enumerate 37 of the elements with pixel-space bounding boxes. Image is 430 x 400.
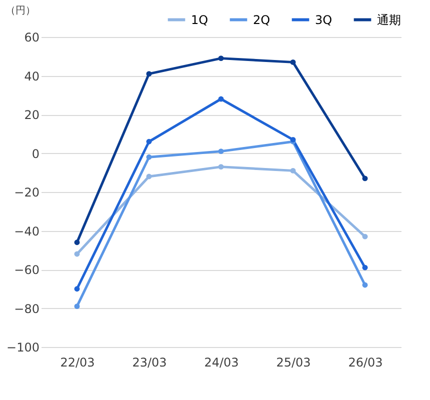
point (146, 174, 152, 180)
y-axis-title: （円） (6, 6, 36, 16)
legend-label: 1Q (191, 12, 208, 27)
legend-label: 3Q (315, 12, 332, 27)
point (362, 234, 368, 240)
point (146, 71, 152, 77)
x-tick-label: 26/03 (348, 356, 383, 370)
point (362, 264, 368, 270)
point (74, 251, 80, 257)
y-tick-label: −60 (14, 263, 40, 277)
y-tick-label: −20 (14, 186, 40, 200)
point (362, 176, 368, 182)
point (146, 154, 152, 160)
point (218, 96, 224, 102)
y-tick-label: 40 (24, 69, 40, 84)
legend-label: 2Q (253, 12, 270, 27)
point (290, 168, 296, 174)
point (218, 164, 224, 170)
point (362, 282, 368, 288)
y-tick-label: −40 (14, 224, 40, 238)
y-tick-label: 0 (32, 146, 40, 161)
x-tick-label: 24/03 (204, 356, 239, 370)
point (218, 56, 224, 62)
y-tick-label: −100 (6, 340, 40, 354)
point (146, 138, 152, 144)
point (74, 304, 80, 310)
y-tick-label: 60 (24, 30, 40, 44)
x-tick-label: 23/03 (132, 356, 167, 370)
x-tick-label: 25/03 (276, 356, 311, 370)
y-tick-label: −80 (14, 302, 40, 316)
x-tick-label: 22/03 (60, 356, 95, 370)
point (74, 286, 80, 292)
point (74, 240, 80, 246)
legend-label: 通期 (377, 12, 401, 27)
y-tick-label: 20 (24, 108, 40, 122)
point (218, 148, 224, 154)
point (290, 59, 296, 65)
